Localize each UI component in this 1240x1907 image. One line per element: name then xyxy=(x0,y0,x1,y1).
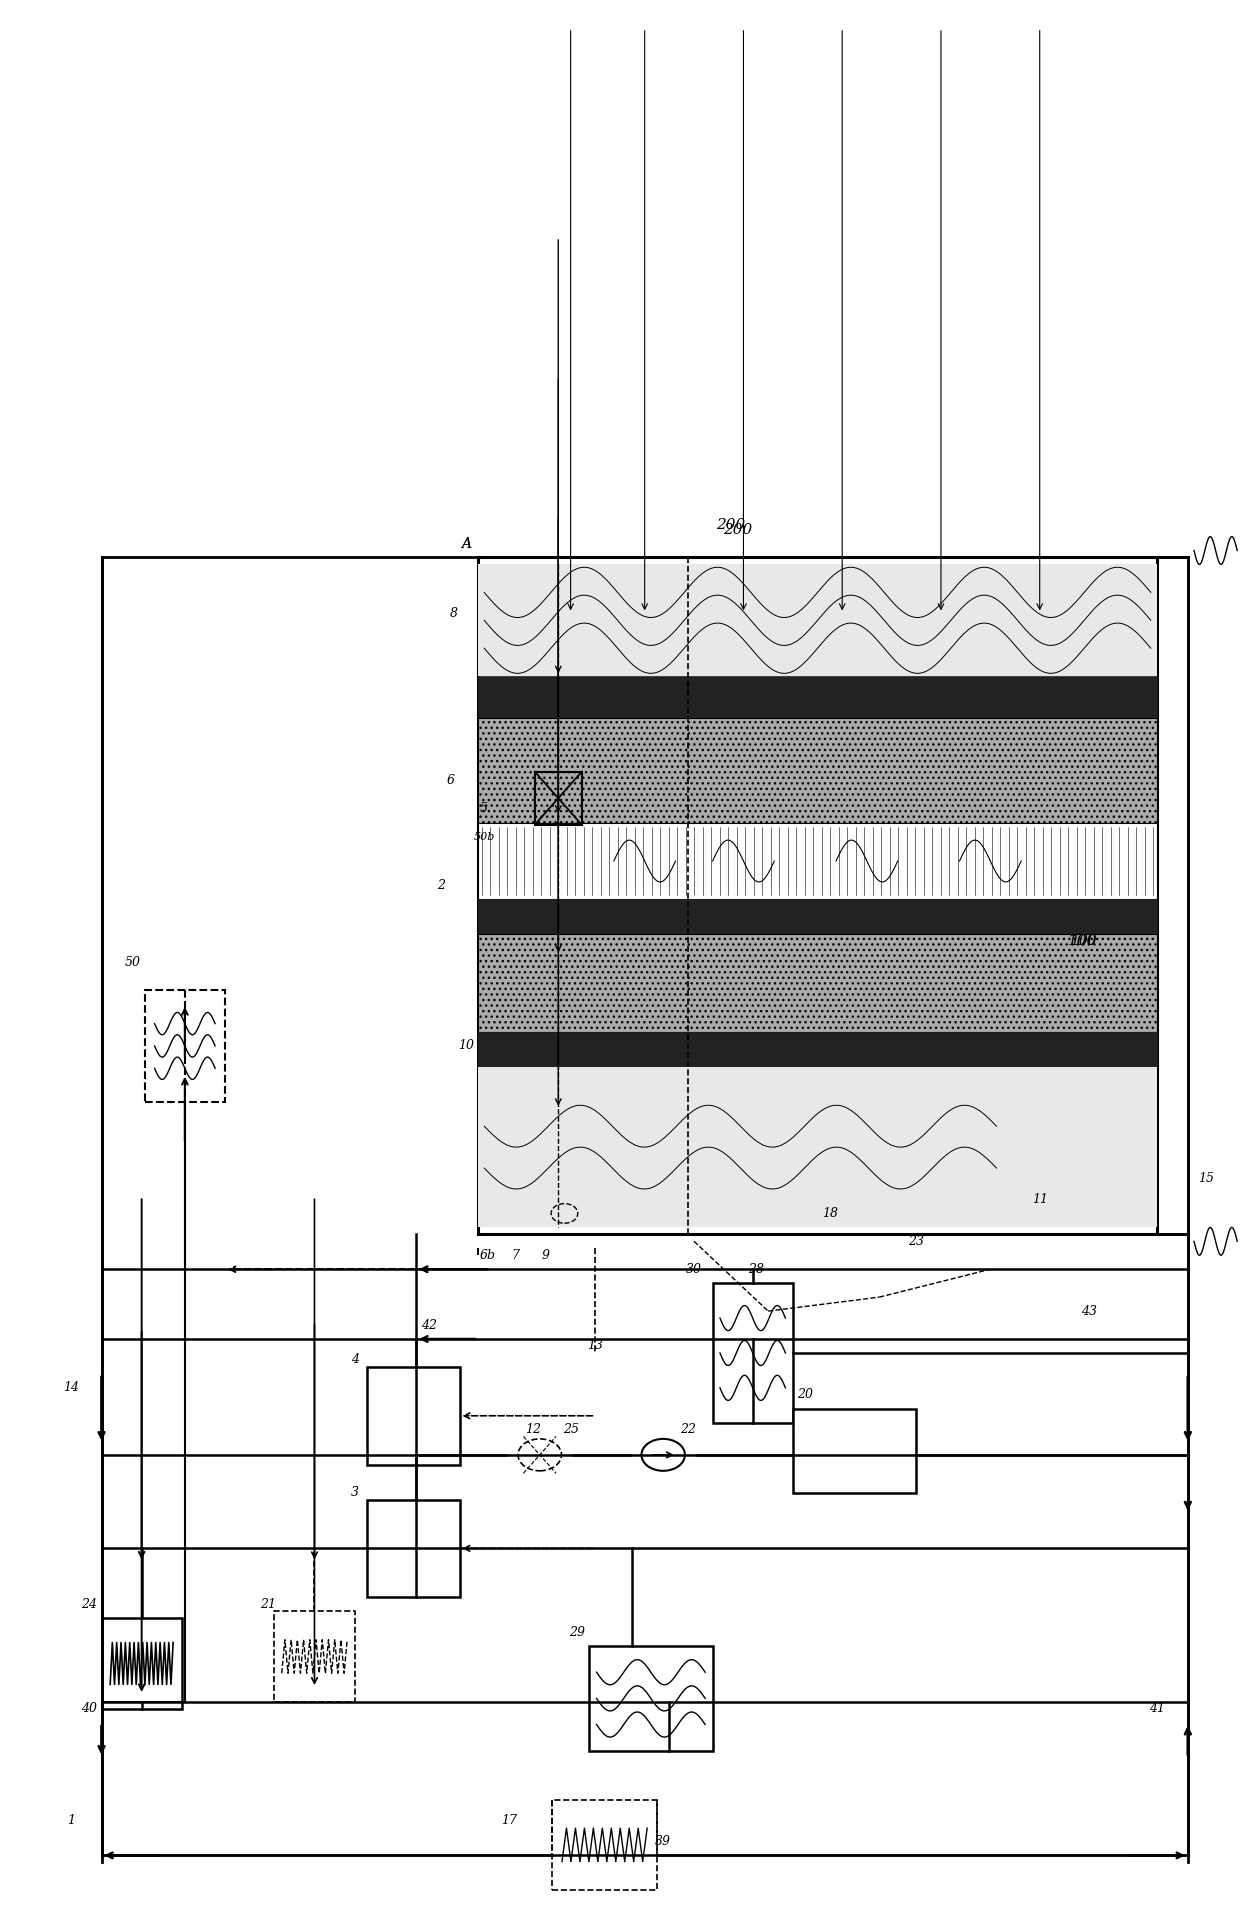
Text: 7: 7 xyxy=(511,1249,520,1262)
Text: 21: 21 xyxy=(260,1598,277,1611)
Bar xyxy=(145,990,224,1102)
Bar xyxy=(534,772,582,824)
Text: 10: 10 xyxy=(458,1039,474,1053)
Bar xyxy=(479,677,1157,717)
Text: 25: 25 xyxy=(563,1423,579,1436)
Text: 50b: 50b xyxy=(474,831,495,841)
Text: 41: 41 xyxy=(1149,1703,1166,1714)
Text: 100: 100 xyxy=(1070,934,1096,948)
Text: 50: 50 xyxy=(124,955,140,969)
Text: 6b: 6b xyxy=(480,1249,496,1262)
Text: 200: 200 xyxy=(723,523,751,536)
Bar xyxy=(792,1409,916,1493)
Text: 18: 18 xyxy=(822,1207,838,1220)
Text: 24: 24 xyxy=(81,1598,97,1611)
Text: 9: 9 xyxy=(542,1249,549,1262)
Bar xyxy=(479,1032,1157,1066)
Text: 100: 100 xyxy=(1069,934,1097,948)
Bar xyxy=(479,717,1157,822)
Text: 42: 42 xyxy=(420,1318,436,1331)
Bar xyxy=(367,1499,460,1598)
Text: 22: 22 xyxy=(680,1423,696,1436)
Bar xyxy=(479,934,1157,1032)
Text: 13: 13 xyxy=(588,1339,604,1352)
Text: A: A xyxy=(461,536,471,551)
Text: 20: 20 xyxy=(797,1388,813,1402)
Bar xyxy=(274,1611,355,1701)
Bar xyxy=(479,822,1157,900)
Text: 30: 30 xyxy=(686,1262,702,1276)
Text: 4: 4 xyxy=(351,1354,358,1367)
Text: 23: 23 xyxy=(908,1236,924,1247)
Text: 39: 39 xyxy=(655,1835,671,1848)
Text: 2: 2 xyxy=(436,879,445,892)
Text: 200: 200 xyxy=(717,519,745,532)
Text: 3: 3 xyxy=(351,1486,358,1499)
Text: 14: 14 xyxy=(63,1381,78,1394)
Bar xyxy=(479,900,1157,934)
Text: 1: 1 xyxy=(67,1814,74,1827)
Bar xyxy=(102,1619,182,1709)
Text: 15: 15 xyxy=(1198,1173,1214,1184)
Bar xyxy=(589,1646,713,1751)
Bar xyxy=(479,1066,1157,1228)
Bar xyxy=(479,564,1157,677)
Text: 40: 40 xyxy=(81,1703,97,1714)
Text: 5: 5 xyxy=(480,803,489,814)
Text: 43: 43 xyxy=(1081,1304,1097,1318)
Bar xyxy=(713,1283,792,1423)
Text: 8: 8 xyxy=(449,606,458,620)
Text: 28: 28 xyxy=(748,1262,764,1276)
Text: 11: 11 xyxy=(1032,1194,1048,1205)
Text: 17: 17 xyxy=(501,1814,517,1827)
Text: A: A xyxy=(461,536,471,551)
Text: 29: 29 xyxy=(569,1625,585,1638)
Text: 12: 12 xyxy=(526,1423,542,1436)
Text: 6: 6 xyxy=(446,774,455,788)
Bar xyxy=(552,1800,657,1890)
Bar xyxy=(367,1367,460,1465)
